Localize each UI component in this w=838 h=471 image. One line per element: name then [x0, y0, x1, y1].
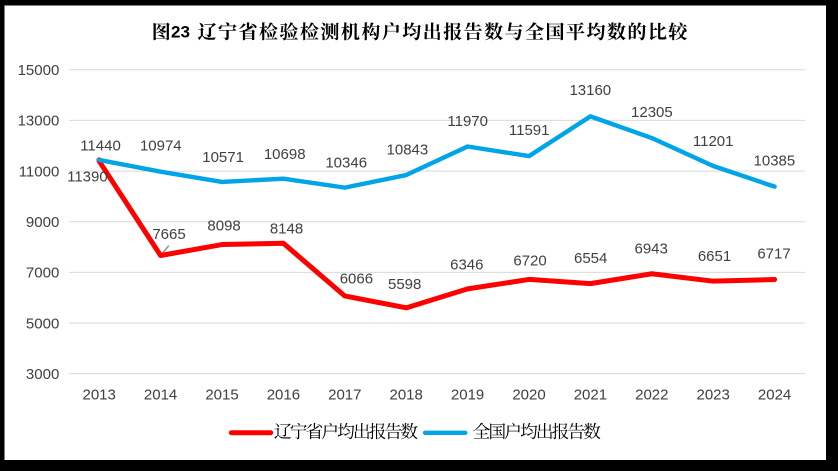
- svg-text:2021: 2021: [574, 387, 607, 404]
- svg-text:2020: 2020: [512, 387, 545, 404]
- svg-text:2024: 2024: [758, 387, 791, 404]
- svg-text:10385: 10385: [754, 152, 796, 169]
- svg-text:2015: 2015: [205, 387, 238, 404]
- svg-text:2019: 2019: [451, 387, 484, 404]
- svg-text:2018: 2018: [390, 387, 423, 404]
- svg-text:5598: 5598: [388, 276, 421, 293]
- svg-text:11390: 11390: [67, 169, 108, 186]
- svg-text:23: 23: [171, 23, 190, 42]
- svg-text:13160: 13160: [569, 82, 611, 99]
- svg-text:6651: 6651: [698, 248, 731, 265]
- svg-text:11000: 11000: [19, 163, 60, 180]
- svg-text:10974: 10974: [140, 138, 182, 155]
- svg-text:6554: 6554: [574, 250, 607, 267]
- svg-text:10571: 10571: [202, 149, 244, 166]
- svg-text:12305: 12305: [631, 104, 673, 121]
- svg-text:5000: 5000: [26, 315, 59, 332]
- svg-text:10346: 10346: [325, 155, 367, 172]
- svg-text:7665: 7665: [152, 226, 185, 243]
- svg-text:2023: 2023: [697, 387, 730, 404]
- svg-text:11201: 11201: [693, 133, 734, 150]
- svg-text:11591: 11591: [509, 122, 550, 139]
- svg-text:6717: 6717: [757, 246, 790, 263]
- svg-text:15000: 15000: [18, 62, 60, 79]
- svg-text:6346: 6346: [450, 257, 483, 274]
- svg-text:13000: 13000: [18, 113, 60, 130]
- svg-text:6720: 6720: [513, 253, 546, 270]
- svg-text:9000: 9000: [26, 214, 59, 231]
- svg-text:6943: 6943: [635, 241, 668, 258]
- svg-text:2017: 2017: [328, 387, 361, 404]
- svg-text:10843: 10843: [387, 142, 429, 159]
- svg-text:2014: 2014: [144, 387, 177, 404]
- svg-text:2013: 2013: [83, 387, 116, 404]
- svg-text:3000: 3000: [26, 366, 59, 383]
- svg-text:2022: 2022: [635, 387, 668, 404]
- svg-text:10698: 10698: [264, 146, 306, 163]
- svg-text:11970: 11970: [447, 113, 488, 130]
- svg-text:8098: 8098: [207, 217, 240, 234]
- svg-text:7000: 7000: [26, 265, 59, 282]
- svg-text:6066: 6066: [340, 271, 373, 288]
- svg-text:8148: 8148: [270, 220, 303, 237]
- svg-text:11440: 11440: [80, 138, 121, 155]
- svg-text:2016: 2016: [267, 387, 300, 404]
